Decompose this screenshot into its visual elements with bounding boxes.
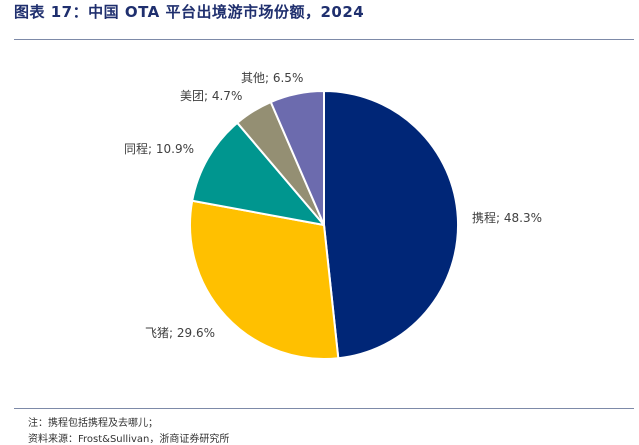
pie-label-tongcheng: 同程; 10.9% bbox=[124, 141, 194, 156]
pie-label-fliggy: 飞猪; 29.6% bbox=[145, 326, 215, 340]
pie-slice-ctrip bbox=[323, 90, 460, 360]
pie-slices bbox=[189, 90, 460, 360]
pie-slice-tongcheng bbox=[191, 121, 325, 226]
pie-label-ctrip: 携程; 48.3% bbox=[472, 210, 542, 225]
figure-title: 图表 17：中国 OTA 平台出境游市场份额，2024 bbox=[14, 3, 365, 21]
pie-label-other: 其他; 6.5% bbox=[241, 71, 303, 85]
pie-label-meituan: 美团; 4.7% bbox=[180, 89, 242, 103]
pie-slice-fliggy bbox=[189, 199, 340, 360]
pie-slice-other bbox=[269, 90, 325, 226]
pie-labels: 携程; 48.3% 飞猪; 29.6% 同程; 10.9% 美团; 4.7% 其他; 6… bbox=[124, 71, 542, 340]
footer-divider bbox=[14, 408, 634, 409]
figure-note: 注：携程包括携程及去哪儿； bbox=[28, 418, 158, 429]
title-divider bbox=[14, 39, 634, 40]
